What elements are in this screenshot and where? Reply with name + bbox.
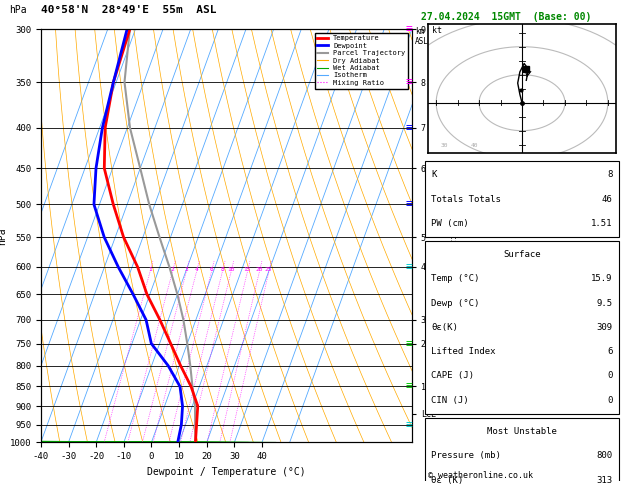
Text: K: K <box>431 171 437 179</box>
Text: Lifted Index: Lifted Index <box>431 347 496 356</box>
Text: Totals Totals: Totals Totals <box>431 195 501 204</box>
Text: 25: 25 <box>265 267 272 272</box>
Text: 15: 15 <box>243 267 251 272</box>
Text: 0: 0 <box>607 371 613 381</box>
Text: © weatheronline.co.uk: © weatheronline.co.uk <box>428 471 533 480</box>
Text: 3: 3 <box>184 267 188 272</box>
Text: ≡: ≡ <box>405 123 412 133</box>
Text: 8: 8 <box>220 267 224 272</box>
Y-axis label: hPa: hPa <box>0 227 7 244</box>
Text: 6: 6 <box>607 347 613 356</box>
Text: 9.5: 9.5 <box>596 299 613 308</box>
Bar <box>425 161 619 237</box>
Text: ≡: ≡ <box>405 262 412 272</box>
Text: Dewp (°C): Dewp (°C) <box>431 299 480 308</box>
Text: 0: 0 <box>607 396 613 405</box>
Text: 800: 800 <box>596 451 613 460</box>
Text: km
ASL: km ASL <box>415 27 429 46</box>
Bar <box>425 241 619 414</box>
Bar <box>425 418 619 486</box>
Text: Surface: Surface <box>503 250 541 259</box>
Text: 40: 40 <box>470 143 478 149</box>
Text: 40°58'N  28°49'E  55m  ASL: 40°58'N 28°49'E 55m ASL <box>41 5 216 15</box>
Text: 313: 313 <box>596 475 613 485</box>
Text: 10: 10 <box>227 267 235 272</box>
X-axis label: Dewpoint / Temperature (°C): Dewpoint / Temperature (°C) <box>147 467 306 477</box>
Text: ≡: ≡ <box>405 77 412 87</box>
Text: 15.9: 15.9 <box>591 275 613 283</box>
Text: 8: 8 <box>607 171 613 179</box>
Text: 46: 46 <box>602 195 613 204</box>
Text: 4: 4 <box>194 267 198 272</box>
Text: 1: 1 <box>148 267 152 272</box>
Text: 27.04.2024  15GMT  (Base: 00): 27.04.2024 15GMT (Base: 00) <box>421 12 592 22</box>
Text: 1.51: 1.51 <box>591 219 613 228</box>
Legend: Temperature, Dewpoint, Parcel Trajectory, Dry Adiabat, Wet Adiabat, Isotherm, Mi: Temperature, Dewpoint, Parcel Trajectory… <box>314 33 408 88</box>
Text: 309: 309 <box>596 323 613 332</box>
Text: Temp (°C): Temp (°C) <box>431 275 480 283</box>
Y-axis label: Mixing Ratio (g/kg): Mixing Ratio (g/kg) <box>448 185 457 287</box>
Text: kt: kt <box>432 26 442 35</box>
Text: 6: 6 <box>209 267 213 272</box>
Text: ≡: ≡ <box>405 382 412 392</box>
Text: CIN (J): CIN (J) <box>431 396 469 405</box>
Text: ≡: ≡ <box>405 24 412 34</box>
Text: ≡: ≡ <box>405 199 412 209</box>
Text: hPa: hPa <box>9 5 27 15</box>
Text: Pressure (mb): Pressure (mb) <box>431 451 501 460</box>
Text: 30: 30 <box>440 143 448 149</box>
Text: 20: 20 <box>255 267 263 272</box>
Text: CAPE (J): CAPE (J) <box>431 371 474 381</box>
Text: ≡: ≡ <box>405 339 412 348</box>
Text: 2: 2 <box>170 267 174 272</box>
Text: PW (cm): PW (cm) <box>431 219 469 228</box>
Text: Most Unstable: Most Unstable <box>487 427 557 436</box>
Text: ≡: ≡ <box>405 419 412 430</box>
Text: θε(K): θε(K) <box>431 323 459 332</box>
Text: θε (K): θε (K) <box>431 475 464 485</box>
